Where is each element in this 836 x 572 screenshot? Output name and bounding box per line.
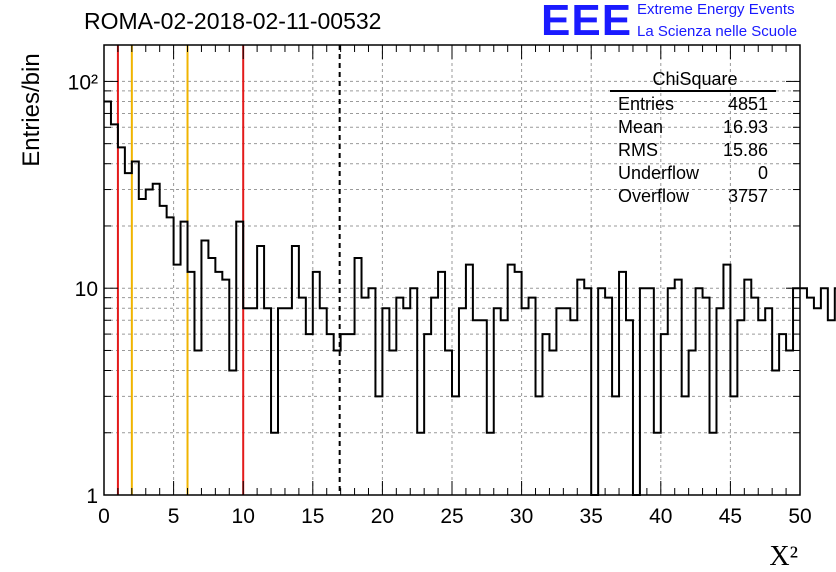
x-tick-label: 45	[719, 505, 742, 528]
y-axis-label: Entries/bin	[18, 53, 45, 167]
stats-label: Overflow	[618, 186, 690, 206]
x-axis-label: X²	[769, 541, 798, 572]
x-tick-label: 20	[371, 505, 394, 528]
stats-value: 15.86	[723, 140, 768, 160]
stats-value: 4851	[728, 94, 768, 114]
x-tick-label: 15	[301, 505, 324, 528]
eee-logo: EEE	[541, 0, 633, 45]
stats-value: 16.93	[723, 117, 768, 137]
histogram-bin	[828, 320, 835, 495]
histogram-bin	[807, 298, 814, 495]
x-tick-label: 5	[168, 505, 180, 528]
stats-label: Entries	[618, 94, 674, 114]
histogram-bin	[800, 288, 807, 495]
histogram-bin	[821, 288, 828, 495]
x-tick-label: 0	[98, 505, 110, 528]
histogram-bin	[814, 308, 821, 495]
y-tick-label: 10	[75, 278, 98, 301]
x-tick-label: 40	[649, 505, 672, 528]
y-tick-label: 10²	[68, 71, 98, 94]
chart-title: ROMA-02-2018-02-11-00532	[84, 8, 382, 34]
stats-value: 3757	[728, 186, 768, 206]
x-tick-label: 25	[440, 505, 463, 528]
stats-value: 0	[758, 163, 768, 183]
y-tick-label: 1	[86, 485, 98, 508]
x-tick-label: 35	[580, 505, 603, 528]
x-tick-label: 50	[788, 505, 811, 528]
histogram-line	[104, 100, 836, 496]
logo-line-1: Extreme Energy Events	[637, 1, 795, 18]
stats-label: Underflow	[618, 163, 700, 183]
x-tick-label: 10	[232, 505, 255, 528]
stats-label: RMS	[618, 140, 658, 160]
logo-line-2: La Scienza nelle Scuole	[637, 23, 798, 40]
stats-title: ChiSquare	[652, 69, 737, 89]
x-tick-label: 30	[510, 505, 533, 528]
stats-label: Mean	[618, 117, 663, 137]
